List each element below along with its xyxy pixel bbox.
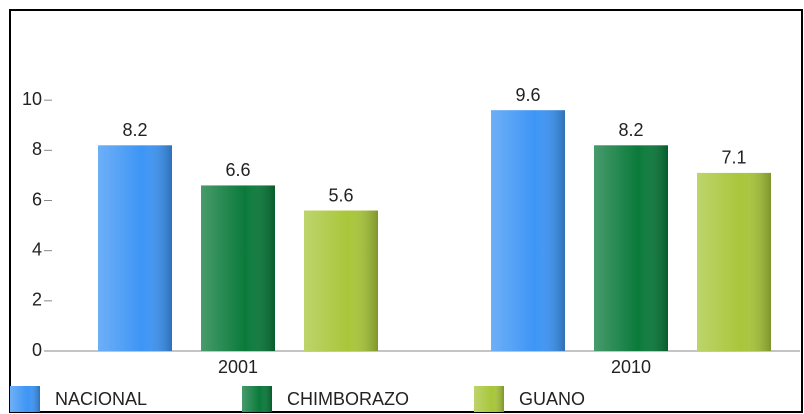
data-label: 6.6	[225, 160, 250, 180]
bar-shade	[491, 110, 565, 351]
bar-shade	[594, 145, 668, 351]
bar-shade	[304, 210, 378, 351]
y-tick-label: 2	[32, 290, 42, 310]
data-label: 8.2	[122, 120, 147, 140]
legend-swatch-shade	[242, 386, 272, 412]
data-label: 7.1	[721, 148, 746, 168]
y-tick-label: 6	[32, 189, 42, 209]
legend-label: CHIMBORAZO	[287, 389, 409, 409]
data-label: 9.6	[515, 85, 540, 105]
data-label: 8.2	[618, 120, 643, 140]
y-tick-label: 10	[22, 89, 42, 109]
data-label: 5.6	[328, 185, 353, 205]
legend-swatch-shade	[474, 386, 504, 412]
chart-border	[9, 9, 803, 413]
bar-shade	[201, 185, 275, 351]
legend-label: NACIONAL	[55, 389, 147, 409]
legend-label: GUANO	[519, 389, 585, 409]
y-tick-label: 8	[32, 139, 42, 159]
legend-swatch-shade	[10, 386, 40, 412]
x-tick-label: 2010	[611, 357, 651, 377]
y-tick-label: 0	[32, 340, 42, 360]
bar-shade	[697, 172, 771, 351]
y-tick-label: 4	[32, 239, 42, 259]
x-tick-label: 2001	[218, 357, 258, 377]
bar-shade	[98, 145, 172, 351]
